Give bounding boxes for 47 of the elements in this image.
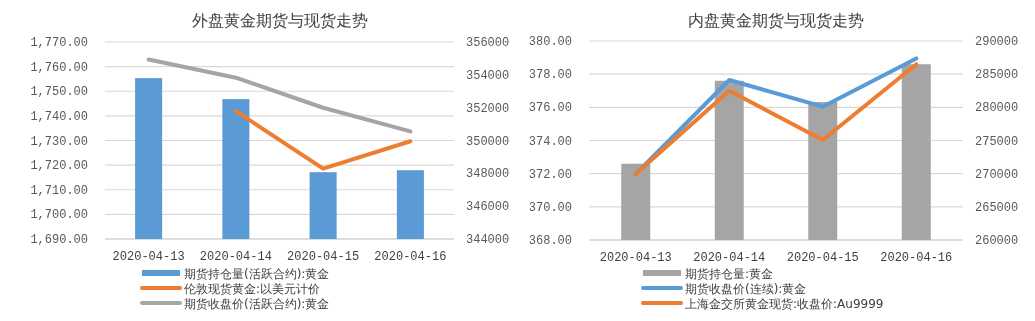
chart-title: 外盘黄金期货与现货走势 [191, 11, 368, 30]
legend-label: 上海金交所黄金现货:收盘价:Au9999 [685, 297, 884, 311]
y2-tick-label: 260000 [975, 234, 1019, 248]
y-tick-label: 372.00 [528, 167, 572, 182]
x-tick-label: 2020-04-16 [880, 251, 953, 265]
y2-tick-label: 348000 [466, 167, 510, 182]
y-tick-label: 380.00 [528, 35, 572, 49]
y2-tick-label: 346000 [466, 200, 510, 215]
x-tick-label: 2020-04-14 [199, 250, 272, 264]
x-tick-label: 2020-04-15 [287, 250, 360, 264]
y2-tick-label: 356000 [466, 36, 510, 50]
y-tick-label: 1,700.00 [30, 208, 88, 223]
y-tick-label: 1,740.00 [30, 109, 88, 124]
x-tick-label: 2020-04-16 [374, 250, 447, 264]
y-tick-label: 1,760.00 [30, 60, 88, 75]
y2-tick-label: 352000 [466, 101, 510, 116]
legend-label: 伦敦现货黄金:以美元计价 [184, 282, 321, 296]
y-tick-label: 1,710.00 [30, 183, 88, 198]
legend-label: 期货收盘价(连续):黄金 [685, 282, 807, 296]
y-tick-label: 1,770.00 [30, 36, 88, 50]
chart-title: 内盘黄金期货与现货走势 [688, 11, 864, 30]
y-tick-label: 376.00 [528, 101, 572, 116]
y-tick-label: 374.00 [528, 134, 572, 149]
x-tick-label: 2020-04-13 [599, 251, 672, 265]
y-tick-label: 370.00 [528, 200, 572, 215]
y2-tick-label: 280000 [975, 101, 1019, 116]
y-tick-label: 1,720.00 [30, 159, 88, 174]
y2-tick-label: 275000 [975, 134, 1019, 149]
x-tick-label: 2020-04-15 [786, 251, 859, 265]
y-tick-label: 1,750.00 [30, 85, 88, 100]
y-tick-label: 1,730.00 [30, 134, 88, 149]
y2-tick-label: 354000 [466, 68, 510, 83]
y2-tick-label: 270000 [975, 167, 1019, 182]
legend-label: 期货持仓量:黄金 [685, 267, 774, 281]
y2-tick-label: 290000 [975, 35, 1019, 49]
x-tick-label: 2020-04-14 [693, 251, 766, 265]
y2-tick-label: 344000 [466, 233, 510, 247]
y2-tick-label: 285000 [975, 68, 1019, 83]
legend-label: 期货持仓量(活跃合约):黄金 [184, 267, 330, 281]
line-series [146, 57, 413, 134]
x-tick-label: 2020-04-13 [112, 250, 185, 264]
y-tick-label: 1,690.00 [30, 233, 88, 247]
y2-tick-label: 265000 [975, 200, 1019, 215]
y-tick-label: 378.00 [528, 68, 572, 83]
y2-tick-label: 350000 [466, 134, 510, 149]
y-tick-label: 368.00 [528, 234, 572, 248]
legend-label: 期货收盘价(活跃合约):黄金 [184, 297, 330, 311]
